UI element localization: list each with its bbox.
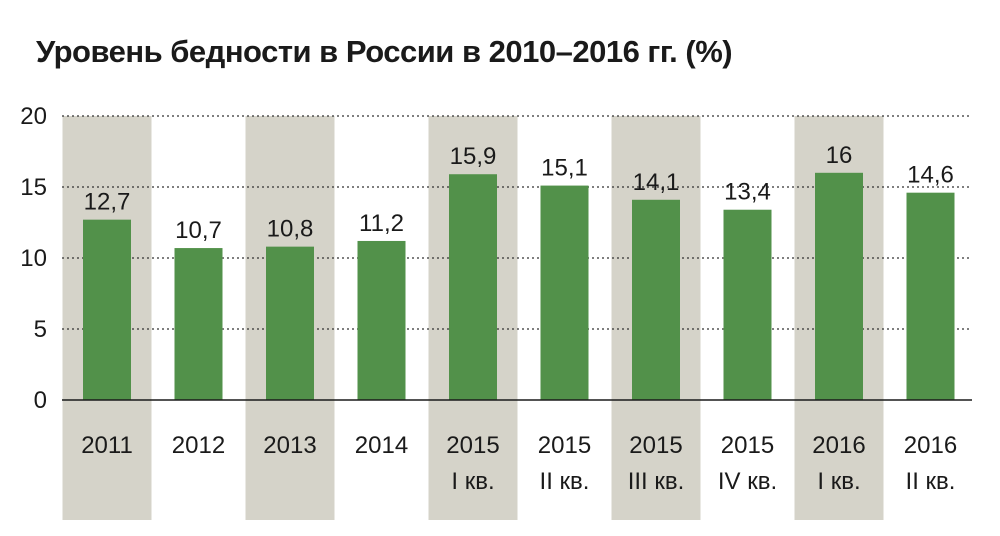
x-tick-label: 2015 xyxy=(538,432,591,459)
x-tick-label: 2013 xyxy=(263,432,316,459)
x-tick-label: III кв. xyxy=(628,468,685,495)
value-label: 11,2 xyxy=(359,210,404,237)
value-label: 16 xyxy=(826,142,853,169)
x-tick-label: 2011 xyxy=(81,432,133,459)
value-label: 12,7 xyxy=(84,189,131,216)
bar xyxy=(83,219,131,400)
y-tick-label: 15 xyxy=(20,174,47,201)
x-tick-label: II кв. xyxy=(906,468,956,495)
bar xyxy=(815,172,863,400)
bar xyxy=(723,209,772,400)
bar xyxy=(266,246,314,400)
x-tick-label: 2016 xyxy=(904,432,957,459)
y-tick-label: 20 xyxy=(20,103,47,130)
x-tick-label: I кв. xyxy=(451,468,494,495)
x-tick-label: I кв. xyxy=(817,468,860,495)
value-label: 15,9 xyxy=(450,143,497,170)
x-tick-label: 2012 xyxy=(172,432,225,459)
x-tick-label: 2016 xyxy=(812,432,865,459)
x-tick-label: 2015 xyxy=(446,432,499,459)
bar xyxy=(540,185,589,400)
y-tick-label: 5 xyxy=(34,316,47,343)
x-tick-label: IV кв. xyxy=(718,468,777,495)
x-tick-label: 2014 xyxy=(355,432,408,459)
bar xyxy=(357,240,406,400)
x-tick-label: 2015 xyxy=(629,432,682,459)
value-label: 13,4 xyxy=(724,179,771,206)
value-label: 15,1 xyxy=(541,155,588,182)
value-label: 10,8 xyxy=(267,216,314,243)
bar xyxy=(632,199,680,400)
chart-title: Уровень бедности в России в 2010–2016 гг… xyxy=(36,34,733,69)
x-tick-label: 2015 xyxy=(721,432,774,459)
value-label: 10,7 xyxy=(175,217,222,244)
value-label: 14,6 xyxy=(907,162,954,189)
value-label: 14,1 xyxy=(633,169,680,196)
bar xyxy=(449,174,497,400)
x-tick-label: II кв. xyxy=(540,468,590,495)
y-tick-label: 10 xyxy=(20,245,47,272)
bar xyxy=(906,192,955,400)
bar xyxy=(174,248,223,400)
y-tick-label: 0 xyxy=(34,387,47,414)
